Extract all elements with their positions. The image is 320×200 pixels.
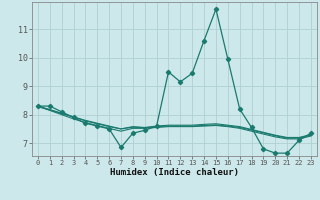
X-axis label: Humidex (Indice chaleur): Humidex (Indice chaleur) bbox=[110, 168, 239, 177]
